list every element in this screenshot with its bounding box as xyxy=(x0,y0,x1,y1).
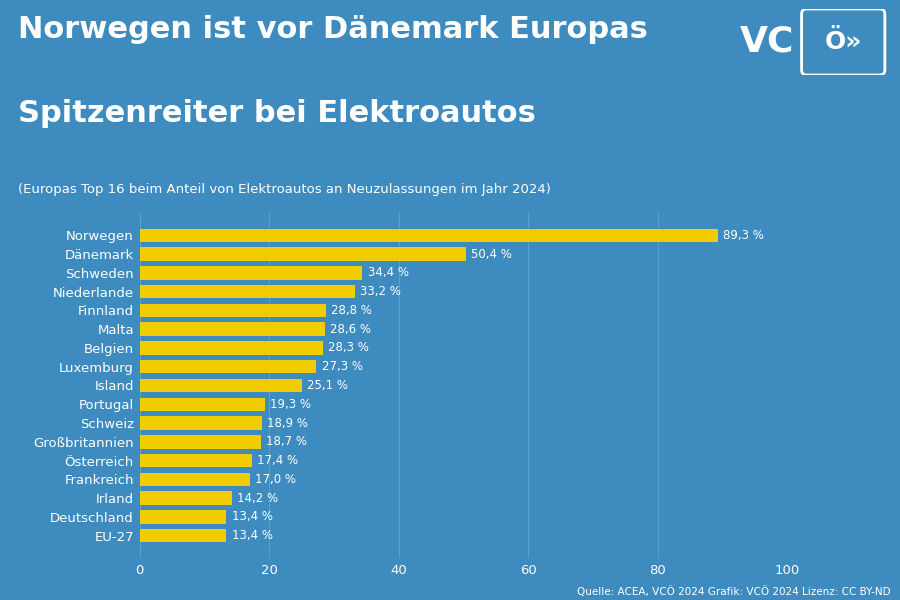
Text: 13,4 %: 13,4 % xyxy=(231,511,273,523)
Text: 27,3 %: 27,3 % xyxy=(321,360,363,373)
Bar xyxy=(140,416,262,430)
Text: 17,4 %: 17,4 % xyxy=(257,454,299,467)
Text: 14,2 %: 14,2 % xyxy=(237,491,278,505)
Bar xyxy=(140,491,231,505)
Bar xyxy=(140,435,261,449)
Text: Quelle: ACEA, VCÖ 2024 Grafik: VCÖ 2024 Lizenz: CC BY-ND: Quelle: ACEA, VCÖ 2024 Grafik: VCÖ 2024 … xyxy=(578,586,891,597)
Bar xyxy=(140,229,718,242)
Bar xyxy=(140,398,265,411)
Text: 28,8 %: 28,8 % xyxy=(331,304,373,317)
Text: 34,4 %: 34,4 % xyxy=(367,266,409,280)
Bar xyxy=(140,247,466,261)
Bar xyxy=(140,360,317,373)
Text: 17,0 %: 17,0 % xyxy=(255,473,296,486)
Bar xyxy=(140,285,355,298)
Text: 50,4 %: 50,4 % xyxy=(472,248,512,260)
Text: 28,6 %: 28,6 % xyxy=(330,323,371,336)
Text: 19,3 %: 19,3 % xyxy=(270,398,310,411)
Text: 18,9 %: 18,9 % xyxy=(267,416,308,430)
Text: Norwegen ist vor Dänemark Europas: Norwegen ist vor Dänemark Europas xyxy=(18,15,648,44)
Text: 18,7 %: 18,7 % xyxy=(266,435,307,448)
Bar xyxy=(140,454,252,467)
Bar xyxy=(140,341,323,355)
Text: 89,3 %: 89,3 % xyxy=(724,229,764,242)
Text: Ö»: Ö» xyxy=(824,30,862,54)
Bar xyxy=(140,322,325,336)
FancyBboxPatch shape xyxy=(802,9,885,75)
Bar xyxy=(140,510,226,524)
Text: Spitzenreiter bei Elektroautos: Spitzenreiter bei Elektroautos xyxy=(18,99,536,128)
Bar xyxy=(140,379,302,392)
Text: 28,3 %: 28,3 % xyxy=(328,341,369,355)
Bar xyxy=(140,266,363,280)
Text: (Europas Top 16 beim Anteil von Elektroautos an Neuzulassungen im Jahr 2024): (Europas Top 16 beim Anteil von Elektroa… xyxy=(18,183,551,196)
Bar xyxy=(140,304,326,317)
Bar xyxy=(140,473,249,486)
Text: 33,2 %: 33,2 % xyxy=(360,285,400,298)
Text: VC: VC xyxy=(740,25,794,59)
Bar xyxy=(140,529,226,542)
Text: 25,1 %: 25,1 % xyxy=(307,379,348,392)
Text: 13,4 %: 13,4 % xyxy=(231,529,273,542)
